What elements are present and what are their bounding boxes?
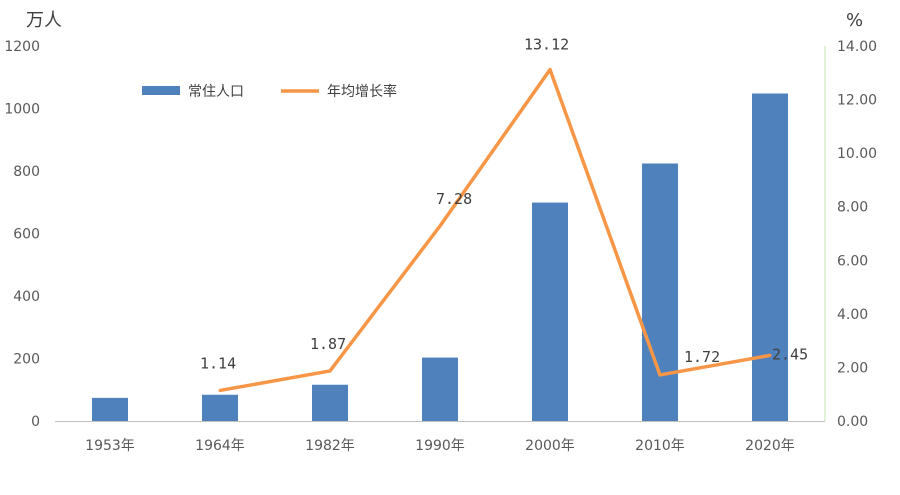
bar xyxy=(312,384,348,421)
right-axis: 0.00 2.00 4.00 6.00 8.00 10.00 12.00 14.00 xyxy=(837,39,877,430)
x-axis: 1953年 1964年 1982年 1990年 2000年 2010年 2020年 xyxy=(85,438,795,454)
left-axis: 0 200 400 600 800 1000 1200 xyxy=(4,39,40,430)
growth-rate-line xyxy=(218,67,772,393)
x-tick-label: 1990年 xyxy=(415,438,465,454)
legend-swatch-bar xyxy=(142,86,180,95)
left-tick-label: 400 xyxy=(13,289,40,305)
x-tick-label: 2000年 xyxy=(525,438,575,454)
growth-rate-data-label: 1.72 xyxy=(684,348,720,366)
growth-rate-polyline xyxy=(219,67,771,393)
growth-rate-point xyxy=(218,388,222,392)
right-tick-label: 6.00 xyxy=(837,253,868,269)
legend: 常住人口 年均增长率 xyxy=(142,83,397,100)
growth-rate-data-label: 1.14 xyxy=(200,354,236,372)
legend-label-bar: 常住人口 xyxy=(188,84,244,100)
left-tick-label: 1200 xyxy=(4,39,40,55)
legend-label-line: 年均增长率 xyxy=(327,83,397,100)
right-tick-label: 8.00 xyxy=(837,200,868,216)
right-tick-label: 10.00 xyxy=(837,146,877,162)
growth-rate-labels: 1.14 1.87 7.28 13.12 1.72 2.45 xyxy=(200,36,808,373)
x-tick-label: 2020年 xyxy=(745,438,795,454)
bar xyxy=(202,394,238,421)
bar xyxy=(752,93,788,421)
x-tick-label: 1953年 xyxy=(85,438,135,454)
right-tick-label: 4.00 xyxy=(837,307,868,323)
x-tick-label: 1982年 xyxy=(305,438,355,454)
growth-rate-point xyxy=(548,68,552,72)
right-tick-label: 12.00 xyxy=(837,93,877,109)
right-tick-label: 2.00 xyxy=(837,360,868,376)
right-tick-label: 0.00 xyxy=(837,414,868,430)
growth-rate-point xyxy=(328,369,332,373)
growth-rate-point xyxy=(658,373,662,377)
x-tick-label: 1964年 xyxy=(195,438,245,454)
left-tick-label: 600 xyxy=(13,227,40,243)
bar xyxy=(92,397,128,421)
growth-rate-data-label: 2.45 xyxy=(772,345,808,363)
bar xyxy=(422,357,458,421)
population-bars xyxy=(92,93,788,421)
growth-rate-data-label: 7.28 xyxy=(436,190,472,208)
left-tick-label: 1000 xyxy=(4,102,40,118)
left-tick-label: 800 xyxy=(13,164,40,180)
bar xyxy=(642,163,678,421)
right-axis-unit: % xyxy=(846,10,863,31)
growth-rate-point xyxy=(438,224,442,228)
right-tick-label: 14.00 xyxy=(837,39,877,55)
left-axis-unit: 万人 xyxy=(26,10,62,31)
bar xyxy=(532,202,568,421)
growth-rate-data-label: 13.12 xyxy=(524,36,569,54)
left-tick-label: 0 xyxy=(31,414,40,430)
growth-rate-data-label: 1.87 xyxy=(310,335,346,353)
x-tick-label: 2010年 xyxy=(635,438,685,454)
growth-rate-point xyxy=(768,353,772,357)
left-tick-label: 200 xyxy=(13,352,40,368)
